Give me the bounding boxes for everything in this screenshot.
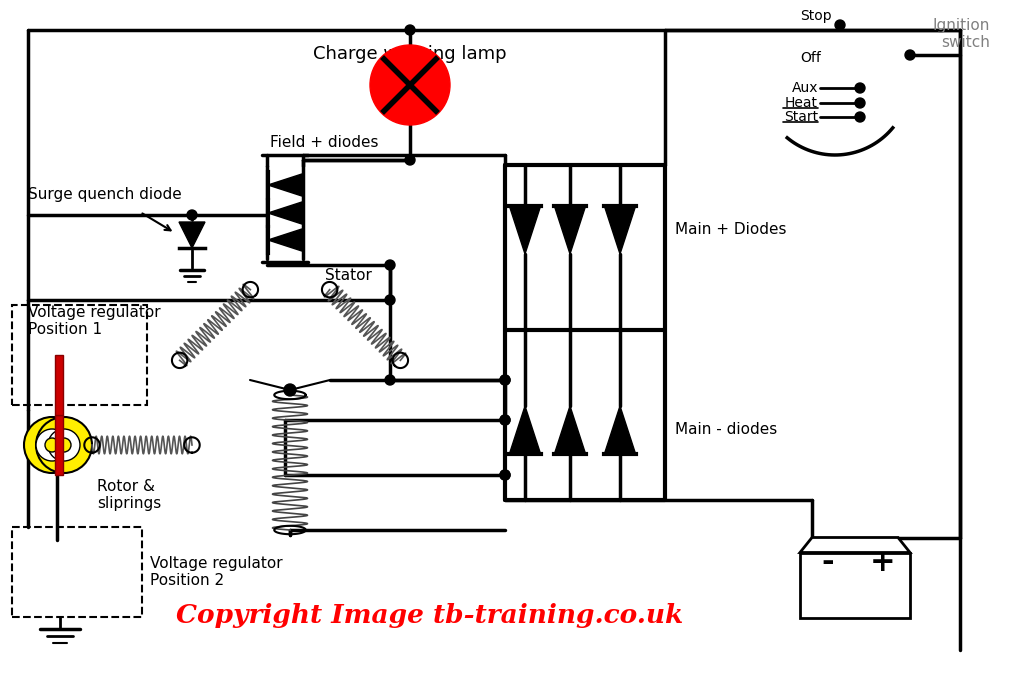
Text: Surge quench diode: Surge quench diode [28, 187, 182, 203]
Text: -: - [821, 548, 833, 577]
Circle shape [835, 20, 845, 30]
Bar [55, 355, 63, 415]
Text: Voltage regulator
Position 1: Voltage regulator Position 1 [28, 305, 160, 337]
Circle shape [905, 50, 915, 60]
Polygon shape [604, 206, 635, 254]
Text: Ignition
switch: Ignition switch [933, 18, 990, 51]
Circle shape [45, 438, 59, 452]
Text: Field + diodes: Field + diodes [270, 135, 379, 150]
Circle shape [284, 384, 296, 396]
Polygon shape [800, 537, 910, 552]
Polygon shape [510, 206, 541, 254]
Circle shape [57, 438, 71, 452]
Polygon shape [179, 222, 205, 248]
Circle shape [385, 295, 395, 305]
Text: Main - diodes: Main - diodes [675, 422, 777, 437]
Bar [800, 552, 910, 617]
Circle shape [855, 98, 865, 108]
Circle shape [405, 25, 415, 35]
Circle shape [500, 470, 510, 480]
Circle shape [36, 417, 92, 473]
Text: Heat: Heat [785, 96, 818, 110]
Circle shape [36, 429, 68, 461]
Bar [55, 415, 63, 475]
Text: Off: Off [800, 51, 821, 65]
Circle shape [500, 375, 510, 385]
Polygon shape [268, 229, 302, 251]
Text: Main + Diodes: Main + Diodes [675, 222, 787, 237]
Circle shape [500, 415, 510, 425]
Bar [12, 305, 147, 405]
Text: Stop: Stop [800, 9, 831, 23]
Text: Start: Start [784, 110, 818, 124]
Circle shape [385, 375, 395, 385]
Text: Aux: Aux [792, 81, 818, 95]
Circle shape [24, 417, 80, 473]
Polygon shape [268, 202, 302, 224]
Circle shape [855, 83, 865, 93]
Polygon shape [604, 406, 635, 454]
Text: +: + [870, 548, 895, 577]
Text: Rotor &
sliprings: Rotor & sliprings [97, 479, 161, 511]
Circle shape [500, 415, 510, 425]
Text: Stator: Stator [325, 268, 371, 283]
Circle shape [385, 260, 395, 270]
Bar [12, 527, 142, 617]
Polygon shape [510, 406, 541, 454]
Circle shape [187, 210, 197, 220]
Circle shape [855, 112, 865, 122]
Circle shape [370, 45, 450, 125]
Text: Voltage regulator
Position 2: Voltage regulator Position 2 [150, 556, 282, 588]
Text: Copyright Image tb-training.co.uk: Copyright Image tb-training.co.uk [177, 602, 684, 627]
Circle shape [500, 470, 510, 480]
Polygon shape [554, 206, 586, 254]
Text: Charge warning lamp: Charge warning lamp [314, 45, 506, 63]
Circle shape [48, 429, 80, 461]
Polygon shape [554, 406, 586, 454]
Circle shape [405, 155, 415, 165]
Circle shape [500, 375, 510, 385]
Polygon shape [268, 174, 302, 196]
